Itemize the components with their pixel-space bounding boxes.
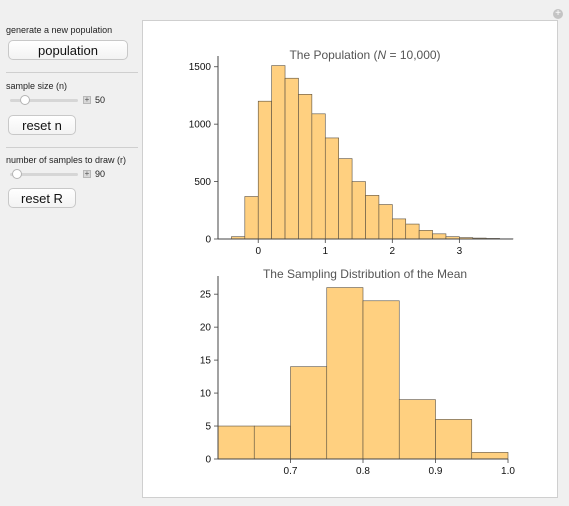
y-tick-label: 10: [200, 389, 212, 400]
x-tick-label: 1: [322, 246, 328, 257]
histogram-bar: [378, 204, 393, 240]
y-tick-label: 1500: [189, 62, 212, 73]
histogram-bar: [324, 137, 339, 240]
population-button[interactable]: population: [8, 40, 128, 60]
x-tick-label: 0.7: [284, 466, 298, 477]
y-tick-label: 15: [200, 356, 212, 367]
divider: [6, 147, 138, 148]
histogram-bar: [418, 230, 433, 240]
x-tick-label: 0.9: [429, 466, 443, 477]
histogram-bar: [257, 100, 272, 240]
y-tick-label: 5: [205, 422, 211, 433]
plot-panel: The Population (N = 10,000) 0 1 2 3 0 500 1000 1…: [142, 20, 558, 498]
histogram-bar: [405, 223, 420, 240]
num-samples-value: 90: [95, 169, 106, 179]
x-tick-label: 0: [255, 246, 261, 257]
y-tick-label: 500: [194, 177, 211, 188]
reset-r-button[interactable]: reset R: [8, 188, 76, 208]
histogram-bar: [365, 195, 380, 240]
y-tick-label: 25: [200, 290, 212, 301]
num-samples-slider-handle[interactable]: [11, 169, 22, 179]
x-tick-label: 1.0: [501, 466, 515, 477]
histogram-bar: [338, 158, 353, 240]
chart-title: The Population (N = 10,000): [289, 48, 440, 62]
histogram-bar: [298, 94, 313, 240]
x-tick-label: 2: [390, 246, 396, 257]
population-label: generate a new population: [6, 25, 113, 35]
num-samples-label: number of samples to draw (r): [6, 155, 127, 165]
sample-size-plus-icon[interactable]: +: [83, 95, 91, 104]
num-samples-plus-icon[interactable]: +: [83, 169, 91, 178]
histogram-bar: [253, 425, 291, 460]
histogram-bar: [398, 399, 436, 460]
histogram-bar: [351, 181, 366, 240]
chart-title: The Sampling Distribution of the Mean: [263, 267, 467, 281]
charts-canvas: The Population (N = 10,000) 0 1 2 3 0 500 1000 1…: [189, 48, 516, 477]
histogram-bar: [432, 233, 447, 240]
sample-size-label: sample size (n): [6, 81, 68, 91]
expand-plus-icon[interactable]: +: [553, 9, 563, 19]
histogram-bar: [326, 287, 364, 460]
divider: [6, 72, 138, 73]
x-tick-label: 0.8: [356, 466, 370, 477]
histogram-bar: [284, 77, 299, 240]
sample-size-slider-track[interactable]: [10, 99, 78, 102]
histogram-bar: [290, 366, 328, 460]
x-tick-label: 3: [457, 246, 463, 257]
histogram-bar: [271, 65, 286, 240]
y-tick-label: 0: [205, 235, 211, 246]
controls-panel: generate a new population population sam…: [0, 0, 142, 506]
sample-size-value: 50: [95, 95, 106, 105]
y-tick-label: 1000: [189, 120, 212, 131]
histogram-bar: [217, 425, 255, 460]
sample-size-slider-handle[interactable]: [19, 95, 30, 105]
histogram-bar: [392, 218, 407, 240]
num-samples-slider-track[interactable]: [10, 173, 78, 176]
reset-n-button[interactable]: reset n: [8, 115, 76, 135]
y-tick-label: 20: [200, 323, 212, 334]
histogram-bar: [471, 452, 509, 460]
histogram-bar: [362, 300, 400, 460]
histogram-bar: [311, 113, 326, 240]
histogram-bar: [244, 196, 259, 240]
histogram-bar: [435, 419, 473, 460]
y-tick-label: 0: [205, 455, 211, 466]
